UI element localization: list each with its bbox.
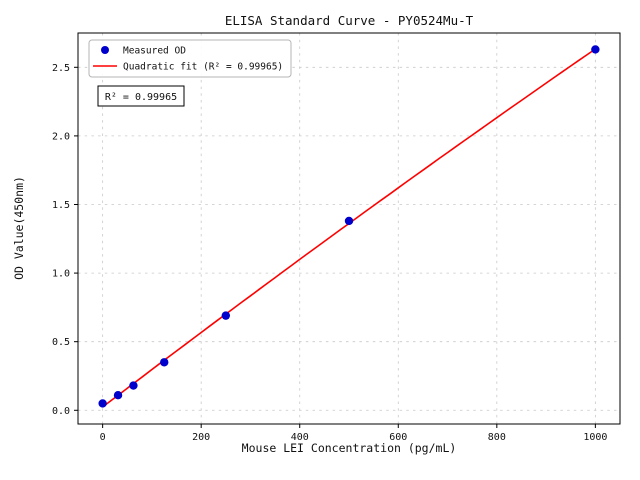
x-axis-label: Mouse LEI Concentration (pg/mL) [241, 441, 457, 455]
legend-label-measured-od: Measured OD [123, 46, 186, 57]
x-tick-label: 800 [488, 432, 506, 443]
y-tick-label: 2.0 [52, 131, 70, 142]
x-tick-label: 600 [389, 432, 407, 443]
data-point [113, 390, 123, 400]
y-tick-label: 1.5 [52, 200, 70, 211]
data-point [221, 311, 231, 320]
r-squared-text: R² = 0.99965 [105, 92, 177, 103]
x-tick-label: 400 [291, 432, 309, 443]
x-tick-label: 1000 [583, 432, 607, 443]
x-tick-label: 0 [100, 432, 106, 443]
data-point [591, 45, 600, 54]
plot-frame [77, 32, 621, 425]
data-point [98, 399, 107, 408]
data-point [129, 381, 138, 390]
chart-title: ELISA Standard Curve - PY0524Mu-T [224, 13, 474, 28]
y-tick-label: 1.0 [52, 269, 70, 280]
legend-label-quadratic-fit: Quadratic fit (R² = 0.99965) [123, 62, 283, 73]
y-tick-label: 0.5 [52, 337, 70, 348]
legend-marker-measured-od [101, 46, 109, 54]
y-tick-label: 0.0 [52, 406, 70, 417]
y-tick-label: 2.5 [52, 63, 70, 74]
data-point [344, 216, 354, 226]
x-tick-label: 200 [192, 432, 210, 443]
legend-box [88, 39, 292, 78]
data-point [160, 358, 169, 367]
r-squared-box [97, 85, 185, 107]
